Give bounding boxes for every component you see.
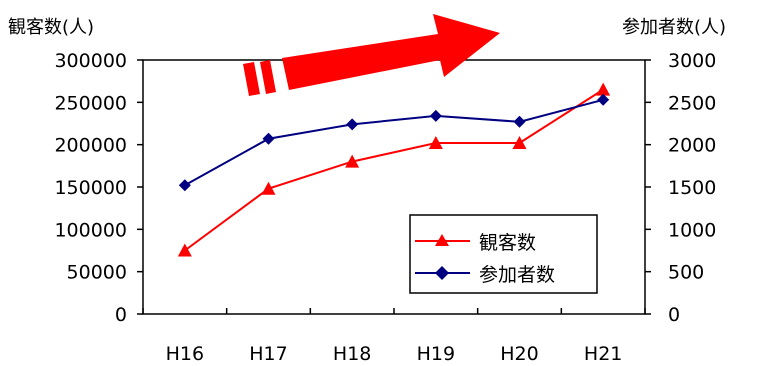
y-right-tick-label: 1500 [668, 177, 716, 199]
legend-box [409, 214, 598, 294]
arrow-stripe-1 [243, 62, 260, 96]
data-point-spectators [345, 154, 360, 168]
y-left-tick-label: 200000 [54, 135, 127, 157]
y-right-tick-label: 2000 [668, 135, 716, 157]
legend-label-spectators: 観客数 [479, 232, 536, 254]
y-left-axis-title: 観客数(人) [8, 17, 94, 38]
x-tick-label: H17 [249, 343, 287, 365]
x-tick-label: H16 [166, 343, 204, 365]
data-point-spectators [428, 135, 443, 149]
data-point-spectators [177, 243, 192, 257]
data-point-participants [597, 93, 610, 106]
y-left-tick-label: 100000 [54, 219, 127, 241]
legend-triangle-icon [435, 234, 449, 246]
y-right-tick-label: 500 [668, 262, 704, 284]
y-right-tick-label: 0 [668, 304, 680, 326]
y-left-tick-label: 50000 [67, 262, 127, 284]
y-left-tick-label: 150000 [54, 177, 127, 199]
data-point-participants [262, 132, 275, 145]
x-tick-label: H18 [333, 343, 371, 365]
legend-label-participants: 参加者数 [479, 264, 555, 286]
data-point-participants [346, 118, 359, 131]
y-left-tick-label: 250000 [54, 92, 127, 114]
y-left-tick-label: 300000 [54, 50, 127, 72]
series-markers [177, 82, 611, 257]
y-right-tick-label: 3000 [668, 50, 716, 72]
y-left-tick-label: 0 [115, 304, 127, 326]
y-right-tick-label: 2500 [668, 92, 716, 114]
y-right-axis-title: 参加者数(人) [622, 17, 726, 38]
data-point-participants [429, 109, 442, 122]
x-tick-label: H20 [500, 343, 538, 365]
axis-ticks: 0 0 50000 500 100000 1000 150000 1500 200000 2000… [54, 50, 716, 365]
data-point-participants [513, 115, 526, 128]
legend: 観客数 参加者数 [409, 214, 598, 294]
arrow-stripe-2 [260, 60, 276, 94]
x-tick-label: H19 [417, 343, 455, 365]
y-right-tick-label: 1000 [668, 219, 716, 241]
series-line-participants [184, 98, 604, 187]
legend-item-spectators: 観客数 [415, 232, 536, 254]
legend-item-participants: 参加者数 [415, 264, 555, 286]
data-point-spectators [261, 181, 276, 195]
arrow-body [282, 14, 500, 90]
upward-trend-arrow-icon [243, 14, 500, 96]
data-point-spectators [596, 82, 611, 96]
legend-diamond-icon [435, 266, 449, 280]
data-point-spectators [512, 135, 527, 149]
x-tick-label: H21 [584, 343, 622, 365]
series-line-spectators [184, 88, 604, 252]
series-lines [184, 88, 604, 252]
data-point-participants [178, 179, 191, 192]
